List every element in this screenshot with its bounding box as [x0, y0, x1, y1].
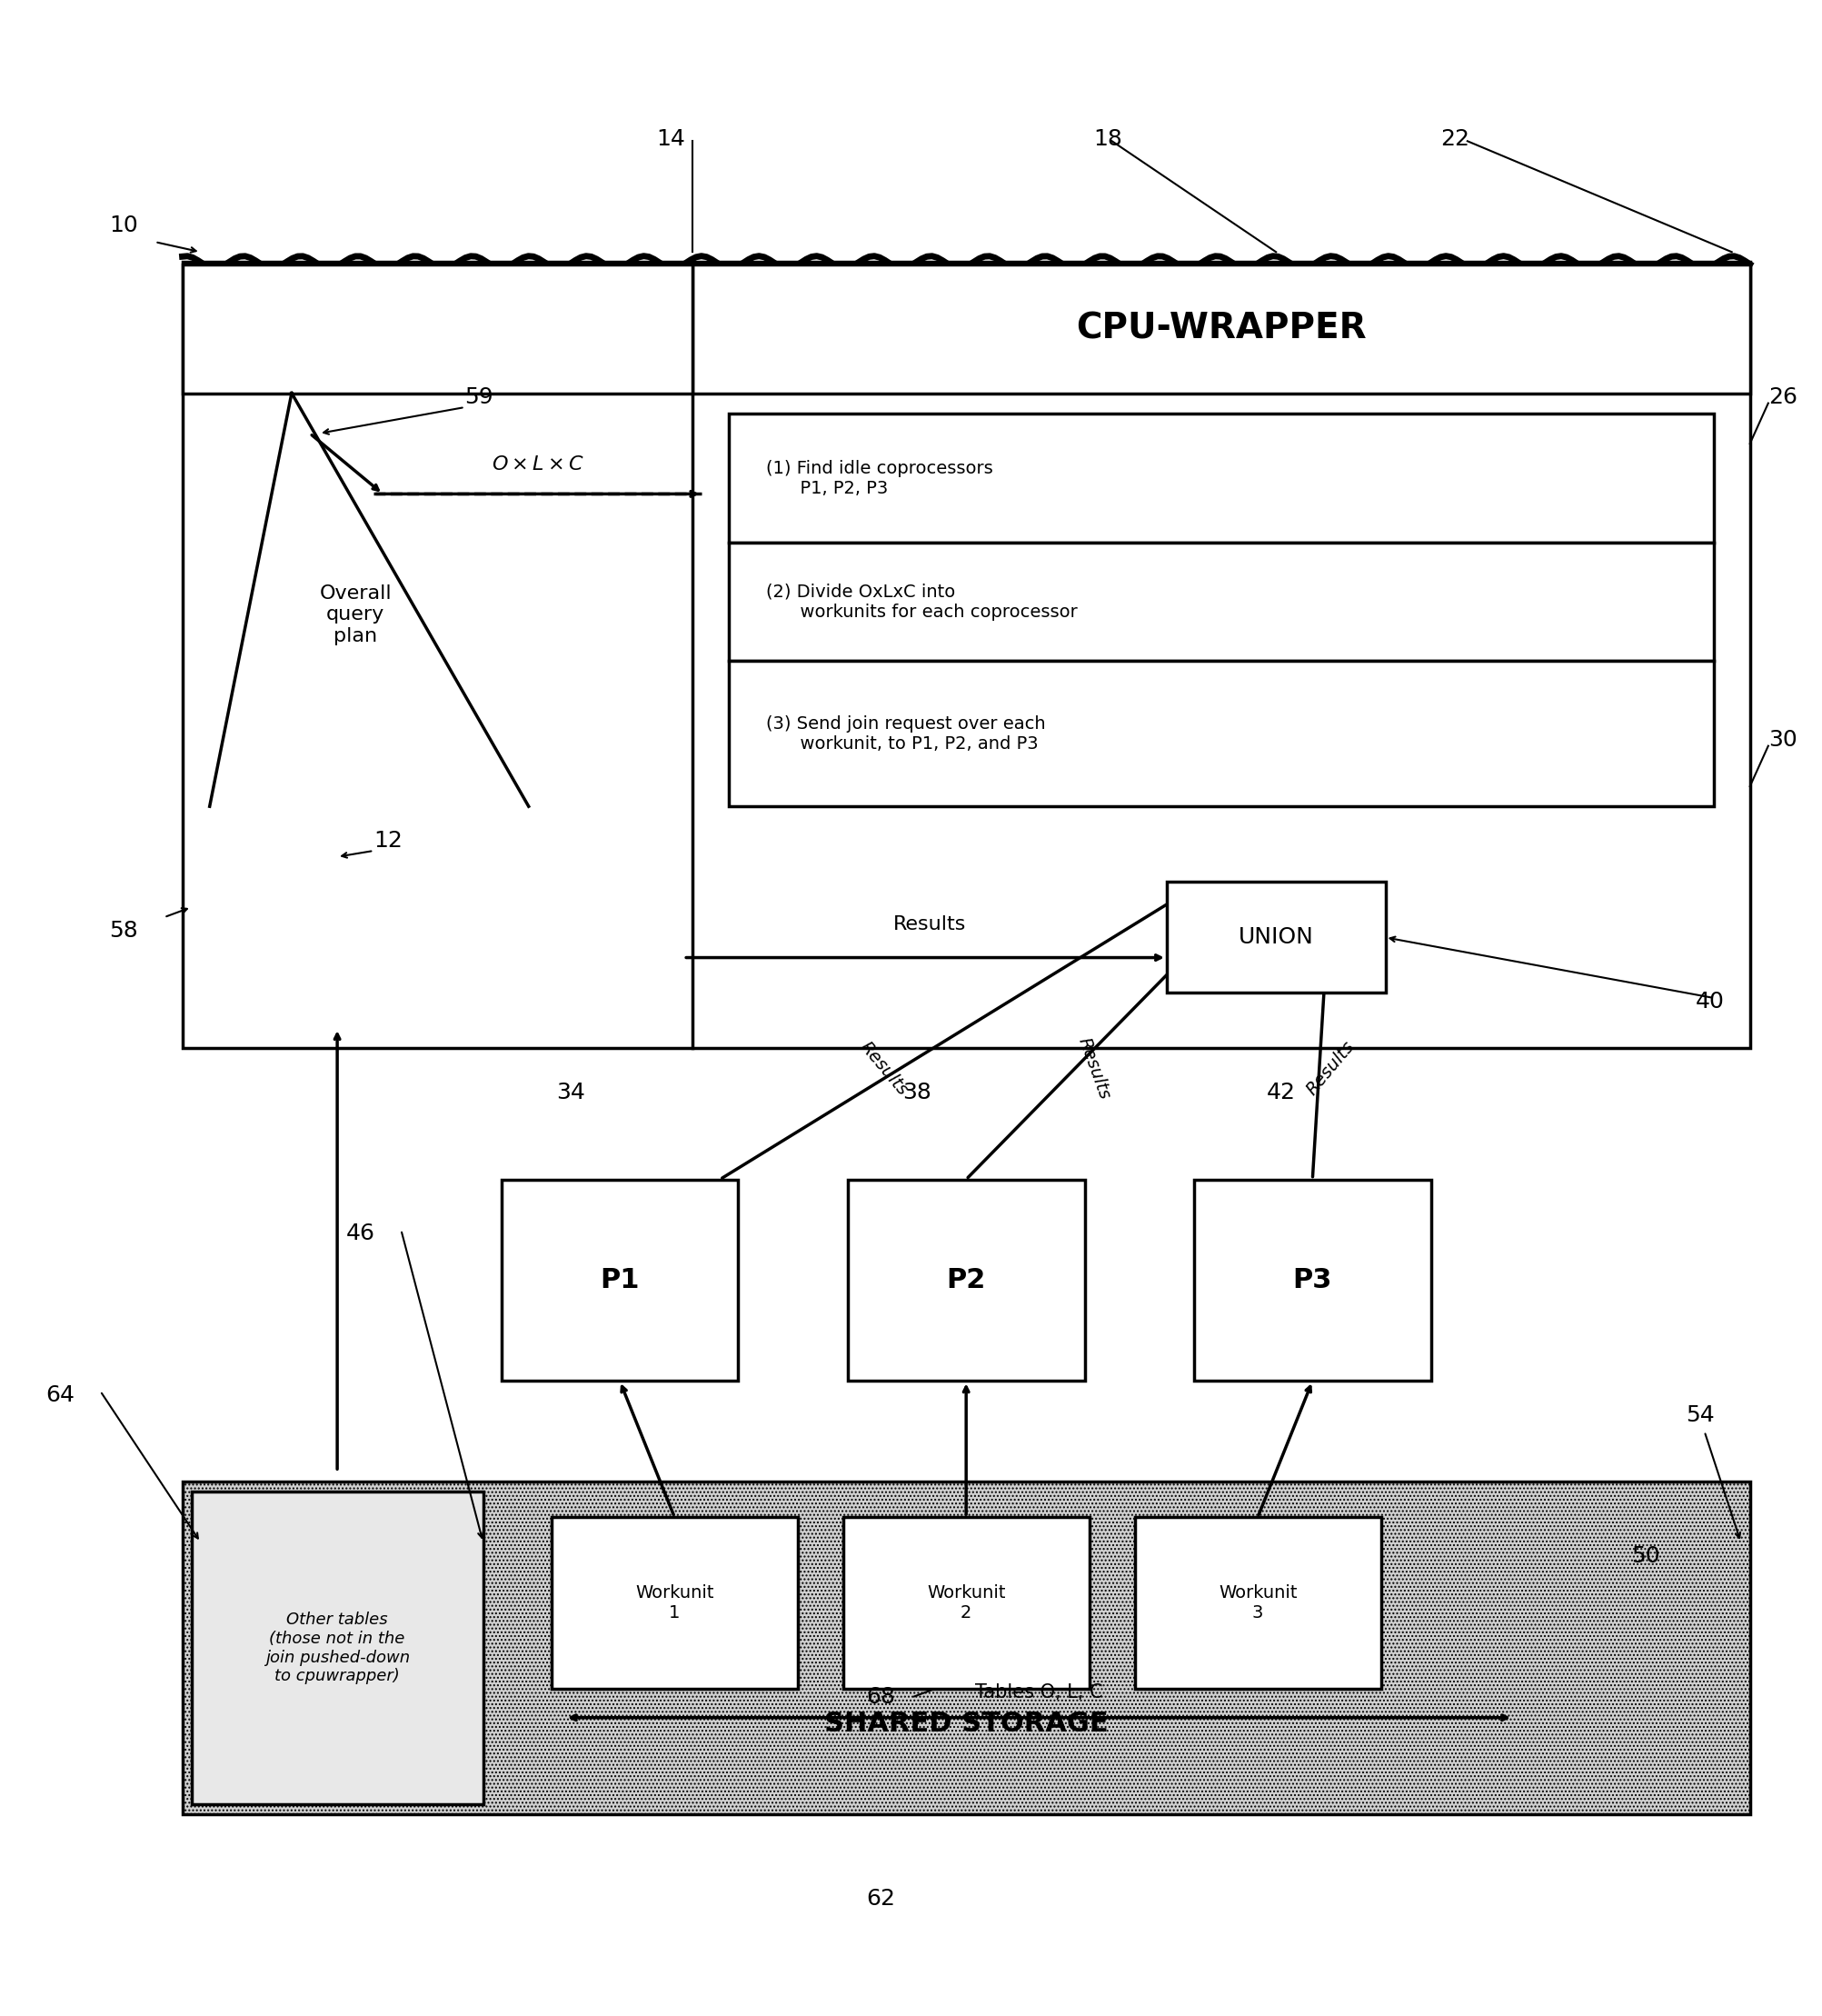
- Text: P2: P2: [946, 1266, 986, 1294]
- Bar: [729, 542, 1713, 661]
- Text: $O\times L\times C$: $O\times L\times C$: [492, 456, 583, 474]
- FancyBboxPatch shape: [1193, 1179, 1430, 1381]
- Text: Workunit
1: Workunit 1: [634, 1585, 714, 1621]
- Text: 58: 58: [109, 919, 138, 941]
- Text: 46: 46: [346, 1222, 375, 1244]
- FancyBboxPatch shape: [847, 1179, 1084, 1381]
- Text: Results: Results: [856, 1038, 911, 1099]
- Bar: [1133, 1516, 1381, 1689]
- Text: 59: 59: [465, 385, 494, 407]
- Text: 34: 34: [556, 1081, 585, 1103]
- Text: 62: 62: [865, 1887, 895, 1909]
- Text: (2) Divide OxLxC into
      workunits for each coprocessor: (2) Divide OxLxC into workunits for each…: [765, 583, 1077, 621]
- Text: P3: P3: [1292, 1266, 1332, 1294]
- Text: CPU-WRAPPER: CPU-WRAPPER: [1075, 310, 1366, 347]
- FancyBboxPatch shape: [501, 1179, 738, 1381]
- Text: SHARED STORAGE: SHARED STORAGE: [824, 1710, 1108, 1738]
- Bar: [550, 1516, 798, 1689]
- Text: 10: 10: [109, 214, 138, 236]
- Text: Other tables
(those not in the
join pushed-down
to cpuwrapper): Other tables (those not in the join push…: [264, 1611, 410, 1685]
- Text: 50: 50: [1631, 1544, 1660, 1566]
- Text: 68: 68: [865, 1685, 895, 1708]
- Bar: [729, 413, 1713, 542]
- Bar: [191, 1492, 483, 1804]
- Bar: [182, 1482, 1749, 1814]
- Text: 40: 40: [1694, 990, 1724, 1012]
- Text: 64: 64: [46, 1383, 75, 1405]
- Text: Tables O, L, C: Tables O, L, C: [975, 1683, 1102, 1702]
- Bar: [182, 264, 692, 393]
- Text: Workunit
2: Workunit 2: [926, 1585, 1006, 1621]
- Text: UNION: UNION: [1237, 927, 1314, 948]
- Text: Workunit
3: Workunit 3: [1217, 1585, 1297, 1621]
- Text: 14: 14: [656, 127, 685, 149]
- Text: 54: 54: [1685, 1403, 1715, 1425]
- Text: Results: Results: [1303, 1038, 1357, 1099]
- Text: Results: Results: [893, 915, 966, 933]
- Text: Results: Results: [1073, 1034, 1113, 1103]
- Text: 12: 12: [374, 829, 403, 851]
- Bar: [692, 264, 1749, 393]
- Text: 38: 38: [902, 1081, 931, 1103]
- FancyBboxPatch shape: [1166, 881, 1385, 992]
- Text: 22: 22: [1439, 127, 1469, 149]
- Text: 26: 26: [1767, 385, 1796, 407]
- Bar: [844, 1516, 1090, 1689]
- Bar: [729, 661, 1713, 806]
- Text: (3) Send join request over each
      workunit, to P1, P2, and P3: (3) Send join request over each workunit…: [765, 716, 1044, 752]
- Text: 42: 42: [1266, 1081, 1295, 1103]
- Text: Overall
query
plan: Overall query plan: [319, 585, 392, 645]
- Text: (1) Find idle coprocessors
      P1, P2, P3: (1) Find idle coprocessors P1, P2, P3: [765, 460, 993, 496]
- Text: 30: 30: [1767, 728, 1796, 750]
- Text: 18: 18: [1093, 127, 1122, 149]
- FancyBboxPatch shape: [182, 262, 1749, 1048]
- Text: P1: P1: [599, 1266, 640, 1294]
